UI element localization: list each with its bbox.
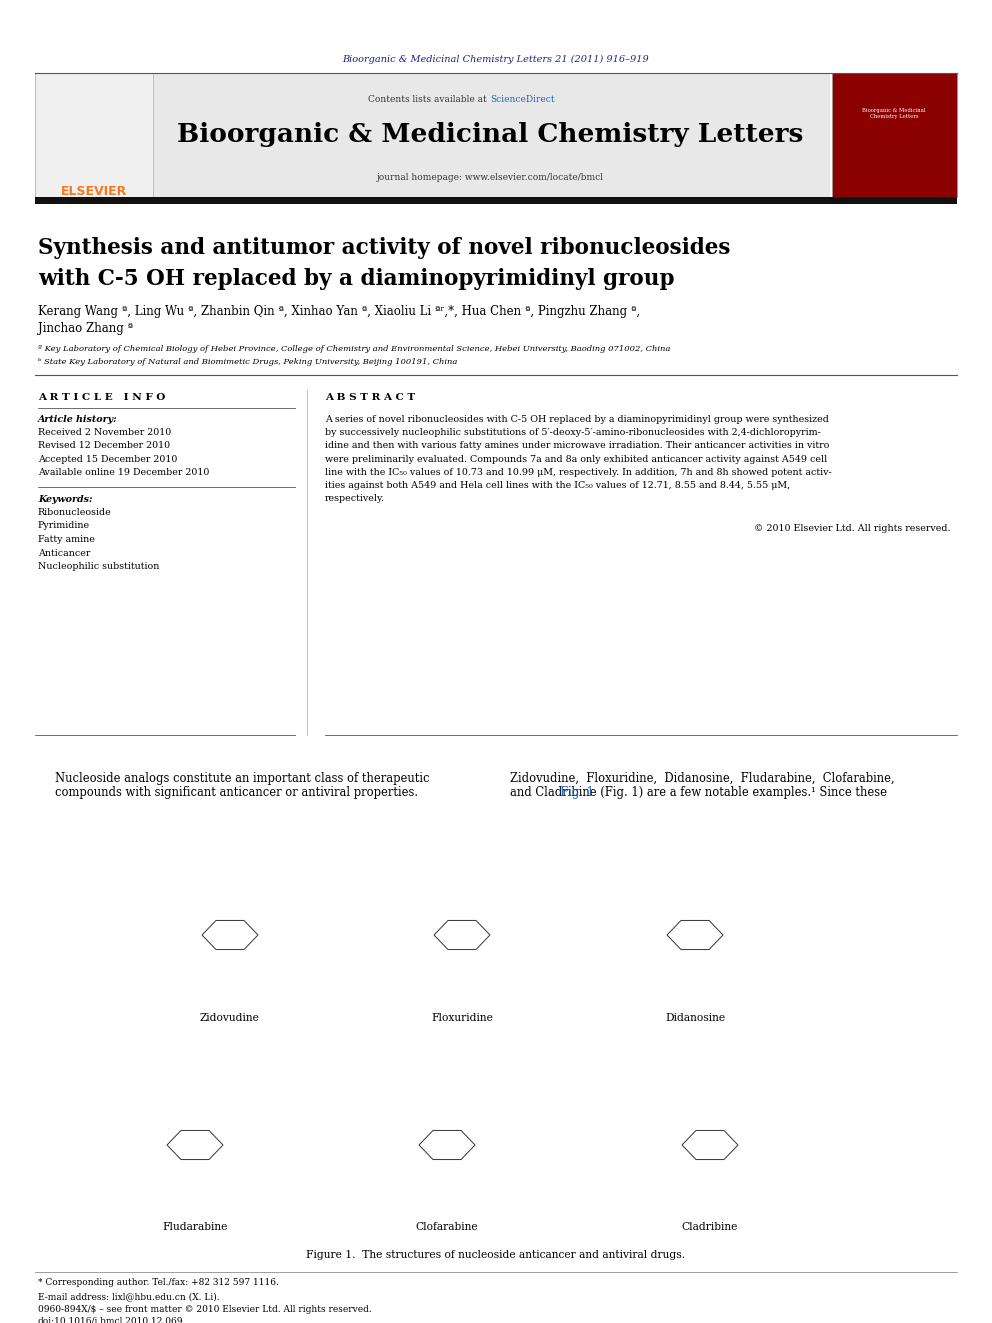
Text: Bioorganic & Medicinal
Chemistry Letters: Bioorganic & Medicinal Chemistry Letters xyxy=(862,108,926,119)
Text: A series of novel ribonucleosides with C-5 OH replaced by a diaminopyrimidinyl g: A series of novel ribonucleosides with C… xyxy=(325,415,829,423)
Polygon shape xyxy=(167,1130,223,1159)
Text: * Corresponding author. Tel./fax: +82 312 597 1116.: * Corresponding author. Tel./fax: +82 31… xyxy=(38,1278,279,1287)
Text: ᵇ State Key Laboratory of Natural and Biomimetic Drugs, Peking University, Beiji: ᵇ State Key Laboratory of Natural and Bi… xyxy=(38,359,457,366)
Text: ª Key Laboratory of Chemical Biology of Hebei Province, College of Chemistry and: ª Key Laboratory of Chemical Biology of … xyxy=(38,345,671,353)
FancyBboxPatch shape xyxy=(35,197,957,204)
Text: Article history:: Article history: xyxy=(38,415,118,423)
Text: and Cladribine (Fig. 1) are a few notable examples.¹ Since these: and Cladribine (Fig. 1) are a few notabl… xyxy=(510,786,887,799)
Text: Ribonucleoside: Ribonucleoside xyxy=(38,508,112,517)
FancyBboxPatch shape xyxy=(35,73,153,197)
Polygon shape xyxy=(667,921,723,950)
Text: Available online 19 December 2010: Available online 19 December 2010 xyxy=(38,468,209,478)
Text: Floxuridine: Floxuridine xyxy=(432,1013,493,1023)
Text: Contents lists available at: Contents lists available at xyxy=(368,95,490,105)
Text: ELSEVIER: ELSEVIER xyxy=(61,185,127,198)
Text: doi:10.1016/j.bmcl.2010.12.069: doi:10.1016/j.bmcl.2010.12.069 xyxy=(38,1316,184,1323)
Text: 0960-894X/$ – see front matter © 2010 Elsevier Ltd. All rights reserved.: 0960-894X/$ – see front matter © 2010 El… xyxy=(38,1304,372,1314)
Text: Fig. 1: Fig. 1 xyxy=(560,786,594,799)
Text: Revised 12 December 2010: Revised 12 December 2010 xyxy=(38,442,170,451)
Text: were preliminarily evaluated. Compounds 7a and 8a only exhibited anticancer acti: were preliminarily evaluated. Compounds … xyxy=(325,455,827,463)
Text: Fatty amine: Fatty amine xyxy=(38,534,95,544)
Text: Fludarabine: Fludarabine xyxy=(163,1222,228,1232)
Text: A B S T R A C T: A B S T R A C T xyxy=(325,393,415,402)
Text: Accepted 15 December 2010: Accepted 15 December 2010 xyxy=(38,455,178,464)
Text: idine and then with various fatty amines under microwave irradiation. Their anti: idine and then with various fatty amines… xyxy=(325,442,829,450)
Text: Nucleophilic substitution: Nucleophilic substitution xyxy=(38,562,160,572)
Text: Pyrimidine: Pyrimidine xyxy=(38,521,90,531)
Text: Cladribine: Cladribine xyxy=(682,1222,738,1232)
Text: by successively nucleophilic substitutions of 5′-deoxy-5′-amino-ribonucleosides : by successively nucleophilic substitutio… xyxy=(325,429,820,437)
Text: Kerang Wang ª, Ling Wu ª, Zhanbin Qin ª, Xinhao Yan ª, Xiaoliu Li ªʳ,*, Hua Chen: Kerang Wang ª, Ling Wu ª, Zhanbin Qin ª,… xyxy=(38,306,640,318)
Text: Jinchao Zhang ª: Jinchao Zhang ª xyxy=(38,321,133,335)
Text: Zidovudine: Zidovudine xyxy=(200,1013,260,1023)
Text: Keywords:: Keywords: xyxy=(38,495,92,504)
Text: journal homepage: www.elsevier.com/locate/bmcl: journal homepage: www.elsevier.com/locat… xyxy=(377,173,603,183)
Text: A R T I C L E   I N F O: A R T I C L E I N F O xyxy=(38,393,166,402)
Polygon shape xyxy=(202,921,258,950)
Text: Synthesis and antitumor activity of novel ribonucleosides: Synthesis and antitumor activity of nove… xyxy=(38,237,730,259)
Text: Anticancer: Anticancer xyxy=(38,549,90,557)
Text: ScienceDirect: ScienceDirect xyxy=(490,95,555,105)
Text: Bioorganic & Medicinal Chemistry Letters: Bioorganic & Medicinal Chemistry Letters xyxy=(177,122,804,147)
Text: compounds with significant anticancer or antiviral properties.: compounds with significant anticancer or… xyxy=(55,786,418,799)
Text: Zidovudine,  Floxuridine,  Didanosine,  Fludarabine,  Clofarabine,: Zidovudine, Floxuridine, Didanosine, Flu… xyxy=(510,773,895,785)
Text: ities against both A549 and Hela cell lines with the IC₅₀ values of 12.71, 8.55 : ities against both A549 and Hela cell li… xyxy=(325,482,790,490)
Text: Didanosine: Didanosine xyxy=(665,1013,725,1023)
Text: with C-5 OH replaced by a diaminopyrimidinyl group: with C-5 OH replaced by a diaminopyrimid… xyxy=(38,269,675,290)
Text: © 2010 Elsevier Ltd. All rights reserved.: © 2010 Elsevier Ltd. All rights reserved… xyxy=(754,524,950,533)
Text: Bioorganic & Medicinal Chemistry Letters 21 (2011) 916–919: Bioorganic & Medicinal Chemistry Letters… xyxy=(342,56,650,64)
Text: respectively.: respectively. xyxy=(325,495,385,503)
Text: line with the IC₅₀ values of 10.73 and 10.99 μM, respectively. In addition, 7h a: line with the IC₅₀ values of 10.73 and 1… xyxy=(325,468,831,476)
Text: Figure 1.  The structures of nucleoside anticancer and antiviral drugs.: Figure 1. The structures of nucleoside a… xyxy=(307,1250,685,1259)
FancyBboxPatch shape xyxy=(832,73,957,197)
Text: Nucleoside analogs constitute an important class of therapeutic: Nucleoside analogs constitute an importa… xyxy=(55,773,430,785)
Polygon shape xyxy=(434,921,490,950)
Text: Clofarabine: Clofarabine xyxy=(416,1222,478,1232)
FancyBboxPatch shape xyxy=(35,73,830,197)
Polygon shape xyxy=(419,1130,475,1159)
Text: E-mail address: lixl@hbu.edu.cn (X. Li).: E-mail address: lixl@hbu.edu.cn (X. Li). xyxy=(38,1293,219,1301)
Text: Received 2 November 2010: Received 2 November 2010 xyxy=(38,429,172,437)
Polygon shape xyxy=(682,1130,738,1159)
